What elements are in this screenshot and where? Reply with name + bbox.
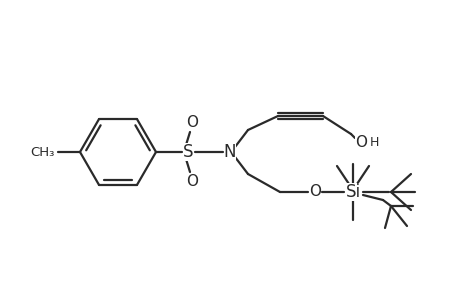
Text: CH₃: CH₃: [31, 146, 55, 158]
Text: O: O: [185, 115, 197, 130]
Text: O: O: [354, 134, 366, 149]
Text: Si: Si: [345, 183, 360, 201]
Text: H: H: [369, 136, 378, 148]
Text: N: N: [223, 143, 236, 161]
Text: O: O: [185, 175, 197, 190]
Text: S: S: [182, 143, 193, 161]
Text: O: O: [308, 184, 320, 200]
